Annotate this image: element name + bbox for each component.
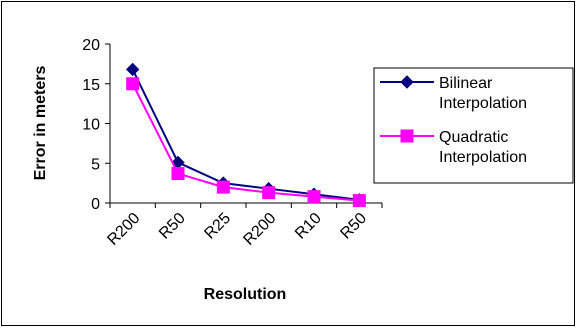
x-tick-label: R200 (240, 210, 279, 249)
y-axis-ticks: 0 5 10 15 20 (82, 37, 110, 213)
x-tick-label: R25 (201, 210, 234, 243)
legend-marker-1 (400, 129, 414, 143)
series-1 (126, 77, 366, 208)
series-0 (125, 62, 367, 207)
series-1-point (307, 190, 321, 204)
series-1-point (216, 180, 230, 194)
series-0-point (125, 62, 140, 77)
series-layer (125, 62, 367, 208)
series-1-point (171, 167, 185, 181)
y-tick-label: 0 (91, 196, 100, 213)
series-1-line (131, 83, 360, 202)
x-axis-ticks: R200 R50 R25 R200 R10 R50 (104, 203, 383, 249)
y-axis-title: Error in meters (32, 66, 49, 181)
x-tick-label: R50 (337, 210, 370, 243)
x-tick-label: R200 (104, 210, 143, 249)
x-tick-label: R50 (156, 210, 189, 243)
y-tick-label: 15 (82, 77, 100, 94)
legend-label-0: Bilinear Interpolation (439, 75, 527, 112)
y-tick-label: 5 (91, 156, 100, 173)
series-1-point (262, 186, 276, 200)
y-tick-label: 10 (82, 117, 100, 134)
plot-area (109, 44, 382, 204)
series-1-point (126, 77, 140, 91)
y-tick-label: 20 (82, 37, 100, 54)
legend-label-1: Quadratic Interpolation (439, 129, 527, 166)
series-0-line (131, 69, 360, 201)
legend-marker-0 (400, 75, 414, 89)
legend: Bilinear Interpolation Quadratic Interpolat… (373, 67, 574, 184)
x-tick-label: R10 (292, 210, 325, 243)
series-1-point (352, 194, 366, 208)
x-axis-title: Resolution (204, 286, 287, 303)
